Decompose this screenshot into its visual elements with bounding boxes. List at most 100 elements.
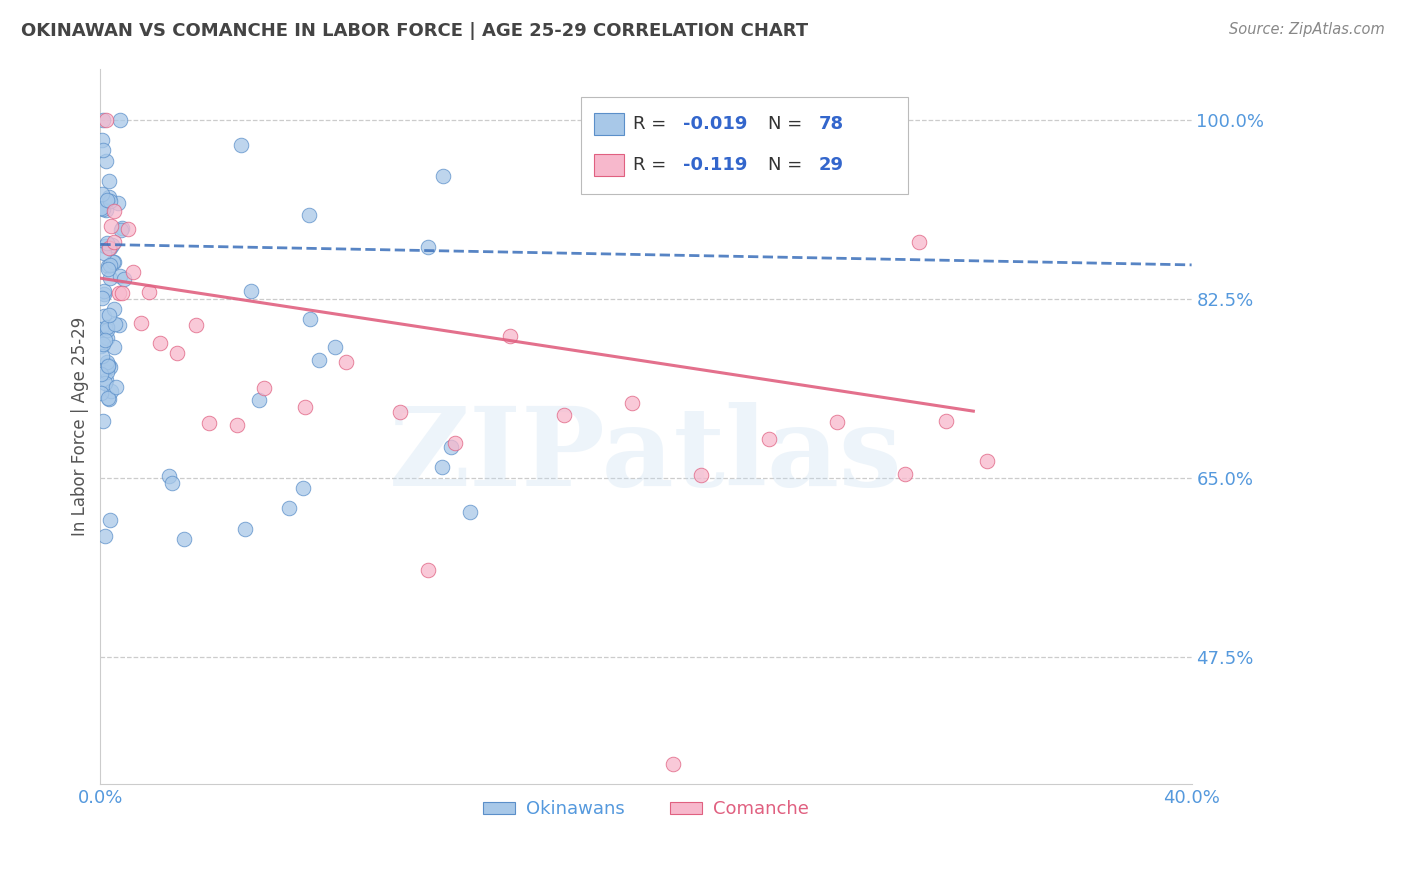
Point [323,340,346,354]
Text: ZIPatlas: ZIPatlas [389,401,903,508]
Legend: Okinawans, Comanche: Okinawans, Comanche [475,793,817,825]
Point [96,323,118,337]
Point [93,287,115,301]
Point [98,271,121,285]
Point [159,469,181,483]
Point [111,285,134,300]
Point [103,203,125,218]
Point [298,312,321,326]
Point [498,328,520,343]
Point [240,285,263,299]
Point [122,265,145,279]
Point [553,409,575,423]
Point [104,380,127,394]
Point [97,190,120,204]
Point [110,269,132,284]
Point [278,501,301,516]
Point [97,262,120,277]
Text: -0.019: -0.019 [683,115,748,134]
Point [97,308,120,322]
Text: N =: N = [768,115,808,134]
Point [91,291,114,305]
Text: -0.119: -0.119 [683,156,748,174]
Text: 29: 29 [818,156,844,174]
Point [233,522,256,536]
Point [93,333,115,347]
Point [101,237,124,252]
Point [98,392,121,407]
Point [90,368,112,382]
Point [111,221,134,235]
Point [97,241,120,255]
Point [94,239,117,253]
Point [444,436,467,450]
Point [907,235,929,250]
Point [90,321,112,335]
Point [96,365,118,379]
Text: Source: ZipAtlas.com: Source: ZipAtlas.com [1229,22,1385,37]
Point [94,373,117,387]
Point [138,285,160,299]
Point [689,467,711,482]
Point [129,316,152,330]
Text: R =: R = [633,156,672,174]
Point [103,340,125,354]
Point [94,376,117,390]
Point [96,355,118,369]
Point [298,209,321,223]
Point [100,258,122,272]
Point [94,528,117,542]
Point [108,112,131,127]
Point [430,460,453,475]
Point [292,481,315,495]
Point [198,416,221,430]
Point [225,418,247,433]
Point [103,317,125,331]
Point [308,352,330,367]
Point [389,405,412,419]
Point [103,235,125,250]
FancyBboxPatch shape [593,113,624,136]
Point [96,193,118,207]
Point [100,219,122,233]
Point [97,359,120,373]
Point [94,153,117,168]
Point [416,563,439,577]
Point [101,254,124,268]
Point [91,133,114,147]
Point [294,400,316,414]
Point [166,346,188,360]
Point [110,223,132,237]
Point [91,144,114,158]
Point [117,222,139,236]
Point [93,284,115,298]
Point [100,384,122,398]
Point [97,260,120,274]
Point [94,203,117,218]
Text: OKINAWAN VS COMANCHE IN LABOR FORCE | AGE 25-29 CORRELATION CHART: OKINAWAN VS COMANCHE IN LABOR FORCE | AG… [21,22,808,40]
Point [93,246,115,260]
Point [90,201,112,215]
Point [335,355,357,369]
Point [160,475,183,490]
Point [976,454,998,468]
Point [94,112,117,127]
Point [894,467,917,481]
Point [103,254,125,268]
Point [107,195,129,210]
Point [112,271,135,285]
Point [91,202,114,216]
Point [97,358,120,372]
Point [91,112,114,127]
Point [825,415,848,429]
Point [91,414,114,428]
Point [108,285,131,300]
Point [184,318,207,332]
Point [98,241,121,255]
Point [432,169,454,183]
Point [440,440,463,454]
Text: R =: R = [633,115,672,134]
Point [97,391,120,405]
Point [103,302,125,317]
Point [98,360,121,375]
